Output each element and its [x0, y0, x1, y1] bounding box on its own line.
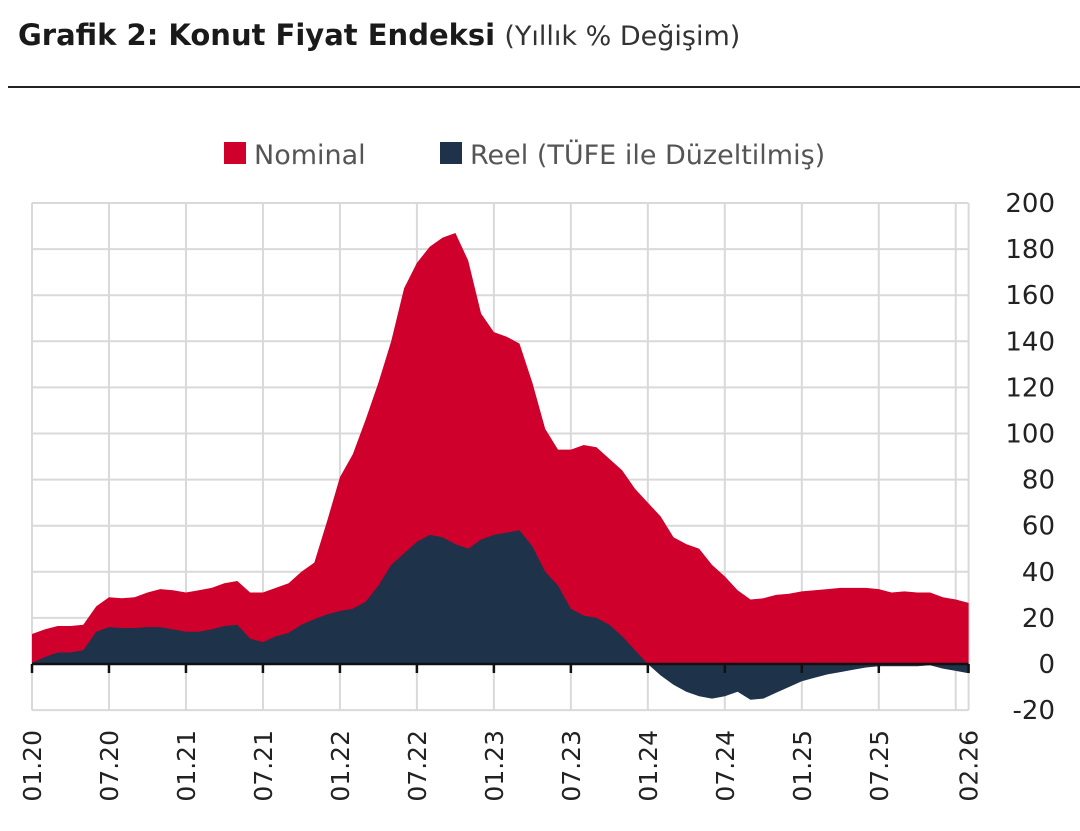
axis — [30, 662, 970, 673]
chart-title-main: Grafik 2: Konut Fiyat Endeksi — [18, 18, 496, 52]
legend-swatch-nominal — [224, 142, 246, 164]
y-tick-label: 80 — [1022, 466, 1055, 496]
x-tick-label: 07.24 — [711, 730, 740, 802]
area-reel — [32, 530, 969, 700]
y-tick-label: 20 — [1022, 604, 1055, 634]
y-tick-label: 200 — [1005, 189, 1055, 219]
x-tick-label: 07.20 — [95, 730, 124, 802]
y-tick-label: 120 — [1005, 373, 1055, 403]
x-tick-label: 07.23 — [557, 730, 586, 802]
legend-label-reel: Reel (TÜFE ile Düzeltilmiş) — [470, 139, 825, 171]
legend: Nominal Reel (TÜFE ile Düzeltilmiş) — [224, 139, 825, 171]
x-tick-label: 01.25 — [788, 730, 817, 802]
areas — [32, 233, 969, 700]
x-tick-label: 07.22 — [403, 730, 432, 802]
x-tick-label: 01.22 — [326, 730, 355, 802]
y-tick-label: -20 — [1013, 696, 1055, 726]
y-tick-label: 40 — [1022, 558, 1055, 588]
y-tick-label: 140 — [1005, 327, 1055, 357]
area-nominal — [32, 233, 969, 664]
y-tick-label: 0 — [1038, 650, 1055, 680]
legend-label-nominal: Nominal — [254, 140, 366, 171]
x-tick-label: 01.21 — [172, 730, 201, 802]
x-tick-label: 07.21 — [249, 730, 278, 802]
x-tick-label: 01.23 — [480, 730, 509, 802]
x-tick-label: 07.25 — [865, 730, 894, 802]
chart-title-sub: (Yıllık % Değişim) — [504, 21, 741, 52]
legend-swatch-reel — [440, 142, 462, 164]
y-tick-label: 160 — [1005, 281, 1055, 311]
chart-title: Grafik 2: Konut Fiyat Endeksi (Yıllık % … — [18, 18, 740, 52]
x-tick-labels: 01.20 07.20 01.21 07.21 01.22 07.22 01.23 07.23… — [18, 730, 984, 802]
y-tick-label: 180 — [1005, 235, 1055, 265]
title-divider — [8, 86, 1080, 88]
y-tick-label: 100 — [1005, 420, 1055, 450]
y-tick-label: 60 — [1022, 512, 1055, 542]
x-tick-label: 01.20 — [18, 730, 47, 802]
x-tick-label: 02.26 — [955, 730, 984, 802]
x-tick-label: 01.24 — [634, 730, 663, 802]
